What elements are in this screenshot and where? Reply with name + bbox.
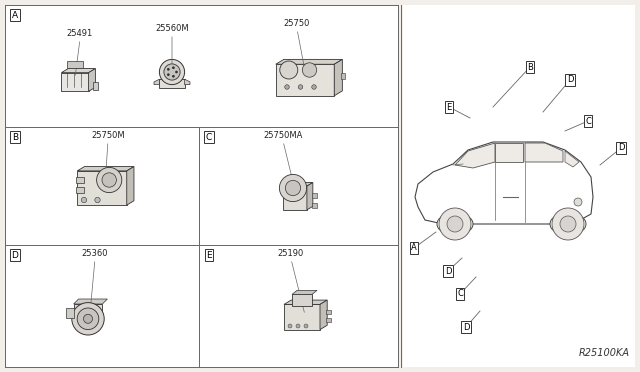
Polygon shape	[88, 68, 95, 92]
Polygon shape	[283, 183, 313, 186]
Circle shape	[95, 197, 100, 203]
Circle shape	[102, 173, 116, 187]
Circle shape	[81, 197, 86, 203]
Text: E: E	[446, 103, 452, 112]
Polygon shape	[495, 143, 523, 162]
Text: 25560M: 25560M	[155, 24, 189, 33]
Circle shape	[560, 216, 576, 232]
Bar	[312, 203, 317, 208]
Text: D: D	[618, 144, 624, 153]
Bar	[61, 73, 88, 92]
Ellipse shape	[159, 60, 184, 84]
Ellipse shape	[164, 64, 180, 80]
Circle shape	[447, 216, 463, 232]
Bar	[67, 61, 83, 68]
Polygon shape	[74, 299, 108, 304]
Circle shape	[172, 75, 175, 78]
Bar	[65, 308, 74, 318]
Bar	[159, 79, 184, 88]
Bar	[283, 186, 307, 210]
Bar	[76, 177, 84, 183]
Polygon shape	[127, 167, 134, 205]
Polygon shape	[334, 60, 342, 96]
Bar	[77, 171, 127, 205]
Bar	[341, 73, 346, 79]
Polygon shape	[320, 300, 327, 330]
Ellipse shape	[437, 213, 473, 235]
Polygon shape	[77, 167, 134, 171]
Circle shape	[175, 71, 178, 73]
Circle shape	[97, 167, 122, 193]
Circle shape	[304, 324, 308, 328]
Text: R25100KA: R25100KA	[579, 348, 630, 358]
Circle shape	[296, 324, 300, 328]
Bar	[326, 310, 332, 314]
Circle shape	[574, 198, 582, 206]
Polygon shape	[565, 151, 579, 167]
Circle shape	[312, 85, 316, 89]
Polygon shape	[184, 79, 190, 84]
Circle shape	[72, 302, 104, 335]
Text: E: E	[206, 250, 212, 260]
Circle shape	[172, 66, 175, 69]
Bar	[76, 187, 84, 193]
Text: D: D	[445, 266, 451, 276]
Circle shape	[285, 85, 289, 89]
Text: D: D	[12, 250, 19, 260]
Circle shape	[77, 308, 99, 330]
Text: 25750M: 25750M	[91, 131, 125, 140]
Text: D: D	[567, 76, 573, 84]
Circle shape	[167, 68, 170, 71]
Text: 25491: 25491	[67, 29, 93, 38]
Bar	[292, 294, 312, 307]
Polygon shape	[525, 143, 563, 162]
Polygon shape	[284, 300, 327, 304]
Bar	[403, 5, 635, 367]
Circle shape	[302, 63, 317, 77]
Circle shape	[439, 208, 471, 240]
Circle shape	[285, 180, 301, 196]
Bar	[284, 304, 320, 330]
Polygon shape	[154, 79, 159, 84]
Bar	[93, 82, 99, 90]
Polygon shape	[292, 291, 317, 294]
Text: A: A	[12, 10, 18, 19]
Polygon shape	[455, 143, 495, 168]
Circle shape	[83, 314, 93, 323]
Text: C: C	[457, 289, 463, 298]
Circle shape	[280, 61, 298, 79]
Circle shape	[298, 85, 303, 89]
Polygon shape	[307, 183, 313, 210]
Text: C: C	[585, 116, 591, 125]
Ellipse shape	[550, 213, 586, 235]
Text: 25750MA: 25750MA	[263, 131, 303, 140]
Text: C: C	[206, 132, 212, 141]
Polygon shape	[415, 142, 593, 224]
Circle shape	[280, 174, 307, 202]
Polygon shape	[276, 60, 342, 64]
Bar	[5, 5, 398, 367]
Bar	[74, 304, 102, 322]
Circle shape	[552, 208, 584, 240]
Text: B: B	[527, 62, 533, 71]
Circle shape	[288, 324, 292, 328]
Circle shape	[167, 73, 170, 76]
Bar	[312, 193, 317, 198]
Text: 25360: 25360	[82, 249, 108, 258]
Text: 25190: 25190	[278, 249, 304, 258]
Text: 25750: 25750	[284, 19, 310, 28]
Text: A: A	[411, 244, 417, 253]
Polygon shape	[61, 68, 95, 73]
Bar	[276, 64, 334, 96]
Bar	[326, 318, 332, 322]
Text: B: B	[12, 132, 18, 141]
Text: D: D	[463, 323, 469, 331]
